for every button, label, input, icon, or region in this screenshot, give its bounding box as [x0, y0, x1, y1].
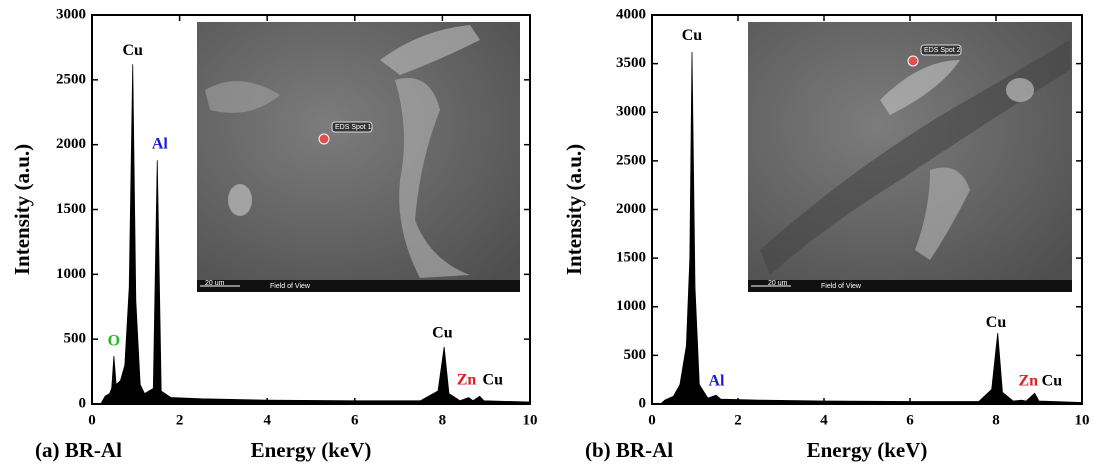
- y-tick-label: 4000: [616, 6, 646, 22]
- y-axis-label: Intensity (a.u.): [562, 144, 586, 275]
- y-tick-label: 2000: [56, 136, 86, 152]
- x-tick-label: 0: [648, 412, 656, 428]
- y-tick-label: 3500: [616, 55, 646, 71]
- y-tick-label: 1500: [56, 201, 86, 217]
- y-tick-label: 3000: [56, 6, 86, 22]
- y-tick-label: 500: [624, 347, 647, 363]
- y-tick-label: 500: [64, 331, 87, 347]
- x-tick-label: 2: [734, 412, 742, 428]
- y-tick-label: 0: [79, 395, 87, 411]
- inset-spot: EDS Spot 2: [924, 47, 961, 54]
- x-tick-label: 10: [1075, 412, 1090, 428]
- peak-label: Cu: [123, 42, 144, 59]
- peak-label: Al: [709, 372, 726, 389]
- inset-view: Field of View: [821, 283, 862, 290]
- x-axis-label: Energy (keV): [251, 438, 372, 462]
- x-tick-label: 4: [263, 412, 271, 428]
- y-tick-label: 3000: [616, 104, 646, 120]
- y-tick-label: 2500: [56, 71, 86, 87]
- x-tick-label: 6: [351, 412, 359, 428]
- peak-label: Cu: [432, 325, 453, 342]
- inset-scale: 20 um: [205, 280, 225, 287]
- inset-image: 20 um Field of View EDS Spot 2: [748, 22, 1072, 292]
- peak-label: Al: [152, 135, 169, 152]
- peak-label: O: [108, 332, 120, 349]
- peak-label: Cu: [682, 27, 703, 44]
- peak-label: Cu: [483, 371, 504, 388]
- inset-spot: EDS Spot 1: [335, 124, 372, 131]
- x-axis-label: Energy (keV): [807, 438, 928, 462]
- peak-label: Zn: [1018, 372, 1038, 389]
- peak-label: Zn: [457, 371, 477, 388]
- panel-label: (b) BR-Al: [585, 438, 673, 462]
- x-tick-label: 8: [992, 412, 1000, 428]
- figure: 050010001500200025003000350040000246810C…: [0, 0, 1099, 467]
- inset-scale: 20 um: [768, 280, 788, 287]
- y-tick-label: 1000: [616, 298, 646, 314]
- y-axis-label: Intensity (a.u.): [10, 144, 34, 275]
- panel-label: (a) BR-Al: [35, 438, 122, 462]
- y-tick-label: 2000: [616, 201, 646, 217]
- x-tick-label: 8: [439, 412, 447, 428]
- peak-label: Cu: [986, 314, 1007, 331]
- y-tick-label: 1000: [56, 266, 86, 282]
- peak-label: Cu: [1042, 372, 1063, 389]
- x-tick-label: 4: [820, 412, 828, 428]
- x-tick-label: 10: [523, 412, 538, 428]
- y-tick-label: 2500: [616, 152, 646, 168]
- x-tick-label: 2: [176, 412, 184, 428]
- x-tick-label: 0: [88, 412, 96, 428]
- y-tick-label: 0: [639, 395, 647, 411]
- x-tick-label: 6: [906, 412, 914, 428]
- y-tick-label: 1500: [616, 250, 646, 266]
- inset-view: Field of View: [270, 283, 311, 290]
- inset-image: 20 um Field of View EDS Spot 1: [197, 22, 520, 292]
